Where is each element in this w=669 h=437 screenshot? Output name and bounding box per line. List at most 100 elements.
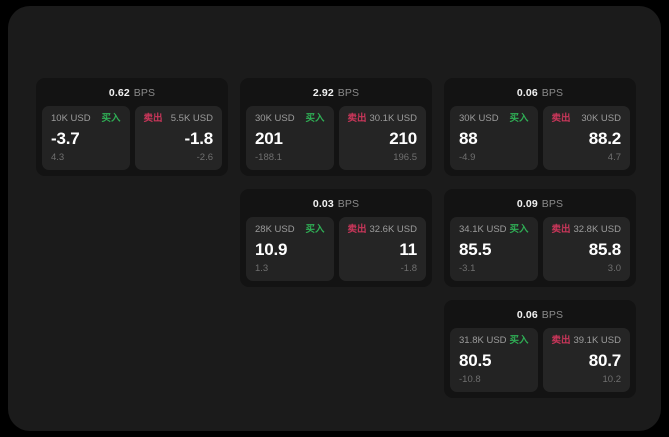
bps-unit-label: BPS bbox=[337, 87, 360, 99]
spread-header: 2.92 BPS bbox=[246, 84, 426, 102]
quote-panel-header: 34.1K USD 买入 bbox=[459, 224, 529, 235]
quote-panel-buy[interactable]: 30K USD 买入 201 -188.1 bbox=[246, 106, 334, 170]
order-size-label: 5.5K USD bbox=[170, 113, 213, 124]
quote-delta-value: 196.5 bbox=[393, 152, 417, 163]
quote-delta-value: 10.2 bbox=[602, 374, 622, 385]
quote-delta-value: -4.9 bbox=[459, 152, 476, 163]
quote-panel-row: 28K USD 买入 10.9 1.3 卖出 32.6K USD 11 -1.8 bbox=[246, 217, 426, 281]
quote-delta-value: 4.7 bbox=[607, 152, 621, 163]
spread-card[interactable]: 0.06 BPS 30K USD 买入 88 -4.9 卖出 30K USD 88.2 4.7 bbox=[444, 78, 636, 176]
bps-unit-label: BPS bbox=[337, 198, 360, 210]
quote-delta-value: 3.0 bbox=[607, 263, 621, 274]
order-size-label: 30K USD bbox=[459, 113, 499, 124]
quote-panel-row: 34.1K USD 买入 85.5 -3.1 卖出 32.8K USD 85.8 3.0 bbox=[450, 217, 630, 281]
quote-price-value: 85.5 bbox=[459, 239, 492, 259]
quote-panel-sell[interactable]: 卖出 39.1K USD 80.7 10.2 bbox=[542, 328, 630, 392]
side-label-sell: 卖出 bbox=[347, 113, 367, 124]
quote-panel-row: 30K USD 买入 201 -188.1 卖出 30.1K USD 210 196.5 bbox=[246, 106, 426, 170]
order-size-label: 32.8K USD bbox=[573, 224, 621, 235]
bps-unit-label: BPS bbox=[133, 87, 156, 99]
quote-panel-header: 卖出 30.1K USD bbox=[348, 113, 418, 124]
quote-price-value: 80.7 bbox=[588, 350, 621, 370]
quote-delta-value: -1.8 bbox=[400, 263, 417, 274]
quote-panel-buy[interactable]: 28K USD 买入 10.9 1.3 bbox=[246, 217, 334, 281]
quote-panel-sell[interactable]: 卖出 5.5K USD -1.8 -2.6 bbox=[134, 106, 222, 170]
side-label-buy: 买入 bbox=[509, 113, 529, 124]
order-size-label: 30.1K USD bbox=[369, 113, 417, 124]
quote-price-value: 88 bbox=[459, 128, 478, 148]
spread-card[interactable]: 0.03 BPS 28K USD 买入 10.9 1.3 卖出 32.6K USD 11 -1.8 bbox=[240, 189, 432, 287]
spread-header: 0.62 BPS bbox=[42, 84, 222, 102]
quote-price-value: 10.9 bbox=[255, 239, 288, 259]
quote-price-value: 201 bbox=[255, 128, 283, 148]
quote-panel-buy[interactable]: 34.1K USD 买入 85.5 -3.1 bbox=[450, 217, 538, 281]
quote-panel-header: 卖出 32.6K USD bbox=[348, 224, 418, 235]
spread-header: 0.03 BPS bbox=[246, 195, 426, 213]
quote-panel-header: 卖出 30K USD bbox=[552, 113, 622, 124]
spread-card[interactable]: 0.62 BPS 10K USD 买入 -3.7 4.3 卖出 5.5K USD -1.8 -2.… bbox=[36, 78, 228, 176]
side-label-sell: 卖出 bbox=[143, 113, 163, 124]
quote-price-value: 80.5 bbox=[459, 350, 492, 370]
order-size-label: 31.8K USD bbox=[459, 335, 507, 346]
spread-header: 0.06 BPS bbox=[450, 84, 630, 102]
quote-panel-row: 30K USD 买入 88 -4.9 卖出 30K USD 88.2 4.7 bbox=[450, 106, 630, 170]
quote-delta-value: 1.3 bbox=[255, 263, 269, 274]
card-column: 0.62 BPS 10K USD 买入 -3.7 4.3 卖出 5.5K USD -1.8 -2.… bbox=[36, 78, 228, 176]
side-label-buy: 买入 bbox=[305, 224, 325, 235]
quote-panel-sell[interactable]: 卖出 32.6K USD 11 -1.8 bbox=[338, 217, 426, 281]
quote-delta-value: 4.3 bbox=[51, 152, 65, 163]
quote-panel-header: 30K USD 买入 bbox=[459, 113, 529, 124]
card-column: 2.92 BPS 30K USD 买入 201 -188.1 卖出 30.1K USD 210 1… bbox=[240, 78, 432, 287]
bps-unit-label: BPS bbox=[541, 198, 564, 210]
bps-value: 0.06 bbox=[516, 309, 538, 321]
quote-panel-header: 卖出 39.1K USD bbox=[552, 335, 622, 346]
side-label-sell: 卖出 bbox=[551, 335, 571, 346]
quote-panel-sell[interactable]: 卖出 30K USD 88.2 4.7 bbox=[542, 106, 630, 170]
bps-value: 2.92 bbox=[312, 87, 334, 99]
side-label-buy: 买入 bbox=[101, 113, 121, 124]
side-label-sell: 卖出 bbox=[551, 224, 571, 235]
spread-card[interactable]: 2.92 BPS 30K USD 买入 201 -188.1 卖出 30.1K USD 210 1… bbox=[240, 78, 432, 176]
quote-price-value: 88.2 bbox=[588, 128, 621, 148]
quote-panel-header: 30K USD 买入 bbox=[255, 113, 325, 124]
side-label-sell: 卖出 bbox=[551, 113, 571, 124]
quote-panel-sell[interactable]: 卖出 30.1K USD 210 196.5 bbox=[338, 106, 426, 170]
card-column: 0.06 BPS 30K USD 买入 88 -4.9 卖出 30K USD 88.2 4.7 0.… bbox=[444, 78, 636, 398]
order-size-label: 10K USD bbox=[51, 113, 91, 124]
side-label-sell: 卖出 bbox=[347, 224, 367, 235]
quote-panel-header: 31.8K USD 买入 bbox=[459, 335, 529, 346]
bps-value: 0.03 bbox=[312, 198, 334, 210]
bps-unit-label: BPS bbox=[541, 87, 564, 99]
quote-price-value: -3.7 bbox=[51, 128, 80, 148]
quote-panel-header: 10K USD 买入 bbox=[51, 113, 121, 124]
side-label-buy: 买入 bbox=[509, 335, 529, 346]
spread-card[interactable]: 0.06 BPS 31.8K USD 买入 80.5 -10.8 卖出 39.1K USD 80… bbox=[444, 300, 636, 398]
order-size-label: 30K USD bbox=[255, 113, 295, 124]
app-surface: 0.62 BPS 10K USD 买入 -3.7 4.3 卖出 5.5K USD -1.8 -2.… bbox=[8, 6, 661, 431]
quote-price-value: -1.8 bbox=[184, 128, 214, 148]
quote-panel-row: 31.8K USD 买入 80.5 -10.8 卖出 39.1K USD 80.7 10.2 bbox=[450, 328, 630, 392]
spread-header: 0.06 BPS bbox=[450, 306, 630, 324]
quote-panel-buy[interactable]: 30K USD 买入 88 -4.9 bbox=[450, 106, 538, 170]
quote-panel-sell[interactable]: 卖出 32.8K USD 85.8 3.0 bbox=[542, 217, 630, 281]
quote-price-value: 11 bbox=[399, 239, 417, 259]
quote-price-value: 210 bbox=[389, 128, 417, 148]
quote-panel-buy[interactable]: 31.8K USD 买入 80.5 -10.8 bbox=[450, 328, 538, 392]
quote-delta-value: -2.6 bbox=[196, 152, 213, 163]
bps-value: 0.06 bbox=[516, 87, 538, 99]
side-label-buy: 买入 bbox=[305, 113, 325, 124]
quote-panel-header: 卖出 5.5K USD bbox=[144, 113, 214, 124]
spread-header: 0.09 BPS bbox=[450, 195, 630, 213]
order-size-label: 32.6K USD bbox=[369, 224, 417, 235]
quote-delta-value: -188.1 bbox=[255, 152, 282, 163]
quote-price-value: 85.8 bbox=[588, 239, 621, 259]
order-size-label: 28K USD bbox=[255, 224, 295, 235]
order-size-label: 30K USD bbox=[581, 113, 621, 124]
quote-panel-header: 卖出 32.8K USD bbox=[552, 224, 622, 235]
bps-value: 0.09 bbox=[516, 198, 538, 210]
quote-delta-value: -10.8 bbox=[459, 374, 481, 385]
quote-delta-value: -3.1 bbox=[459, 263, 476, 274]
quote-panel-buy[interactable]: 10K USD 买入 -3.7 4.3 bbox=[42, 106, 130, 170]
spread-card[interactable]: 0.09 BPS 34.1K USD 买入 85.5 -3.1 卖出 32.8K USD 85.… bbox=[444, 189, 636, 287]
bps-value: 0.62 bbox=[108, 87, 130, 99]
